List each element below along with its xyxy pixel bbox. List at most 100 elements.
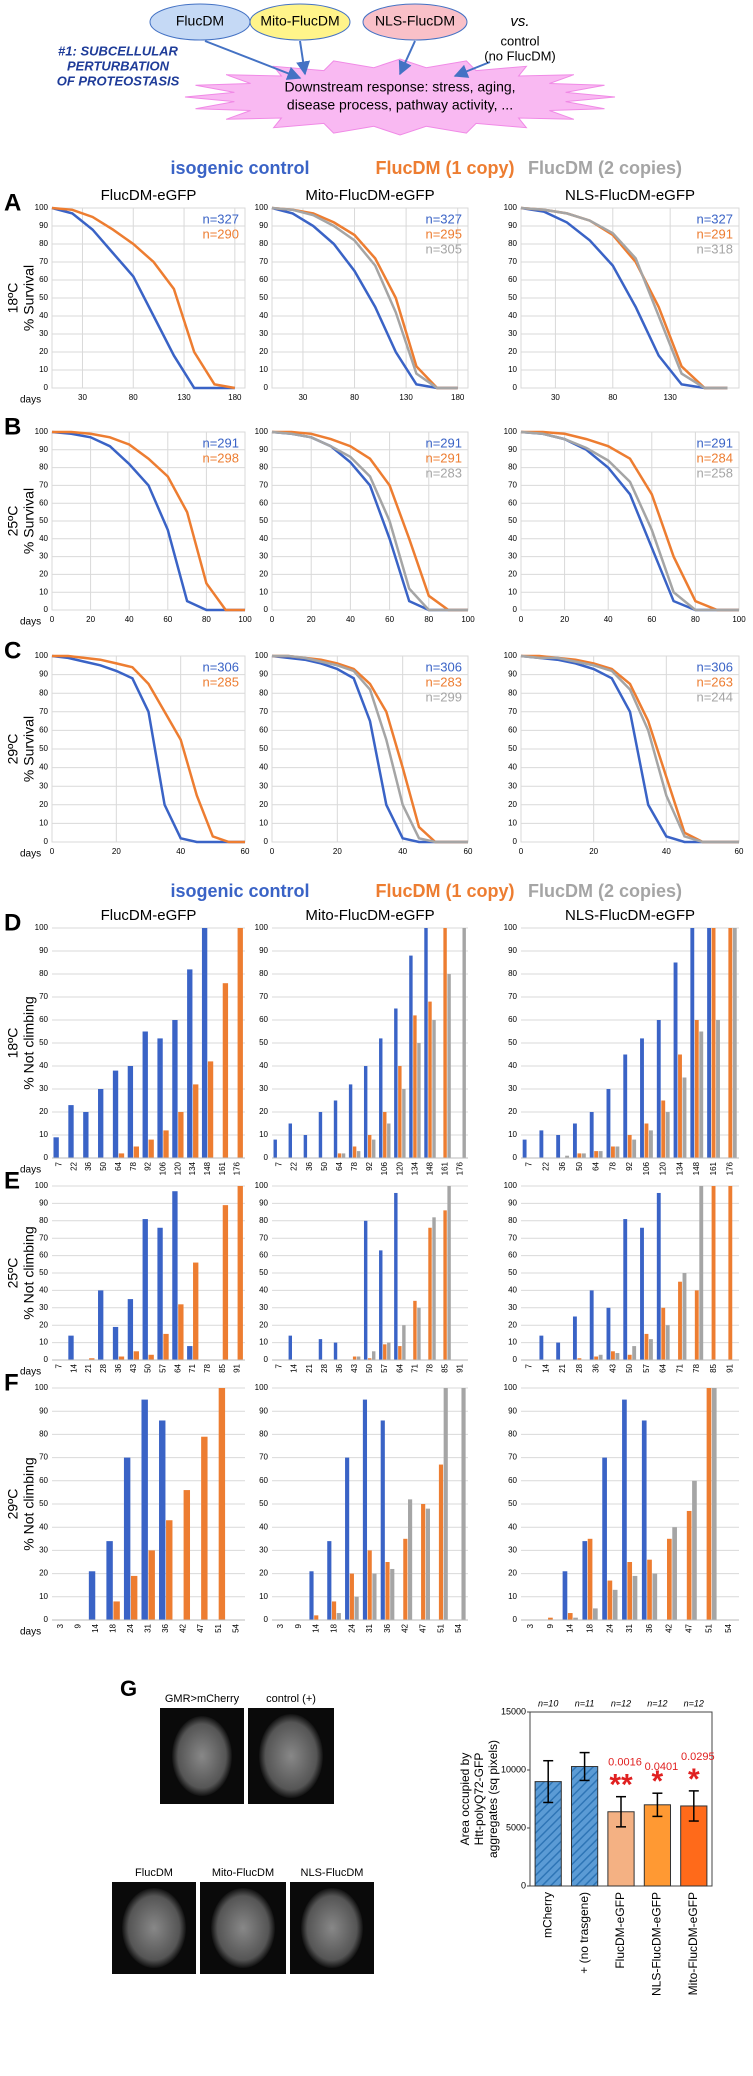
- x-axis-label: days: [20, 849, 41, 860]
- panel-g-images: G GMR>mCherry control (+) FlucDM Mito-Fl…: [112, 1676, 374, 1974]
- x-tick-label: 180: [451, 393, 465, 402]
- x-tick-label: 92: [625, 1161, 634, 1170]
- y-tick-label: 20: [39, 570, 48, 579]
- y-tick-label: 0: [513, 1153, 518, 1162]
- y-tick-label: 80: [259, 1216, 268, 1225]
- y-tick-label: 60: [508, 1476, 517, 1485]
- y-tick-label: 70: [508, 1453, 517, 1462]
- x-tick-label: 0: [50, 615, 55, 624]
- x-tick-label: 60: [163, 615, 172, 624]
- y-tick-label: 30: [39, 329, 48, 338]
- bar: [187, 1346, 193, 1360]
- bar: [665, 1325, 670, 1360]
- x-tick-label: 80: [129, 393, 138, 402]
- y-tick-label: 0: [44, 1153, 49, 1162]
- y-tick-label: 60: [508, 275, 517, 284]
- eye: [211, 1888, 275, 1968]
- x-tick-label: 78: [692, 1363, 701, 1372]
- x-tick-label: 20: [307, 615, 316, 624]
- x-tick-label: 7: [55, 1161, 64, 1166]
- bar: [163, 1333, 169, 1360]
- bar: [413, 1300, 417, 1360]
- panel-label: G: [120, 1676, 137, 1701]
- x-tick-label: 92: [144, 1161, 153, 1170]
- bar: [337, 1153, 342, 1158]
- y-tick-label: 90: [39, 1406, 48, 1415]
- n-label: n=327: [202, 211, 239, 226]
- x-tick-label: mCherry: [540, 1892, 554, 1938]
- ellipse-label: FlucDM: [176, 13, 224, 29]
- x-tick-label: 22: [290, 1161, 299, 1170]
- x-tick-label: 0: [519, 615, 524, 624]
- temperature-label: 29ºC: [5, 734, 21, 765]
- y-tick-label: 40: [259, 534, 268, 543]
- y-tick-label: 40: [508, 763, 517, 772]
- bar: [367, 1358, 372, 1360]
- y-tick-label: 0: [513, 605, 518, 614]
- y-tick-label: 50: [39, 744, 48, 753]
- bar: [632, 1575, 638, 1620]
- y-tick-label: 10: [259, 1592, 268, 1601]
- x-tick-label: 57: [642, 1363, 651, 1372]
- bar: [380, 1420, 385, 1620]
- bar: [656, 1020, 661, 1158]
- x-tick-label: 60: [241, 847, 250, 856]
- y-tick-label: 20: [39, 1569, 48, 1578]
- legend-entry: FlucDM (1 copy): [375, 158, 514, 178]
- x-tick-label: 50: [575, 1161, 584, 1170]
- bar: [707, 928, 712, 1158]
- y-tick-label: 90: [259, 670, 268, 679]
- y-tick-label: 80: [508, 239, 517, 248]
- x-tick-label: 40: [125, 615, 134, 624]
- response-text: disease process, pathway activity, ...: [287, 97, 513, 113]
- y-axis-label: Htt-polyQ72-GFP: [472, 1753, 486, 1846]
- x-tick-label: 85: [218, 1363, 227, 1372]
- bar: [711, 928, 716, 1158]
- y-tick-label: 80: [39, 463, 48, 472]
- bar: [570, 1766, 599, 1887]
- legend-entry: FlucDM (1 copy): [375, 881, 514, 901]
- bar: [632, 1346, 637, 1360]
- bar: [68, 1335, 74, 1360]
- bar: [385, 1562, 390, 1620]
- y-tick-label: 50: [508, 1038, 517, 1047]
- x-tick-label: 40: [662, 847, 671, 856]
- x-tick-label: 20: [560, 615, 569, 624]
- y-tick-label: 10: [39, 819, 48, 828]
- n-label: n=306: [425, 659, 462, 674]
- x-tick-label: 148: [425, 1161, 434, 1175]
- bar: [665, 1112, 670, 1158]
- x-tick-label: 78: [350, 1161, 359, 1170]
- x-tick-label: 130: [177, 393, 191, 402]
- significance-star: *: [652, 1765, 664, 1798]
- y-tick-label: 100: [35, 923, 49, 932]
- x-tick-label: 47: [685, 1623, 694, 1632]
- x-tick-label: 180: [228, 393, 242, 402]
- y-tick-label: 20: [259, 347, 268, 356]
- x-tick-label: 28: [320, 1363, 329, 1372]
- panel-label: E: [4, 1167, 20, 1194]
- image-label: GMR>mCherry: [165, 1693, 240, 1705]
- bar: [193, 1262, 199, 1360]
- survival-curve: [520, 654, 739, 844]
- survival-curve: [51, 654, 245, 844]
- x-tick-label: 40: [604, 615, 613, 624]
- survival-curve: [52, 654, 245, 844]
- y-tick-label: 0: [264, 1615, 269, 1624]
- n-label: n=327: [696, 211, 733, 226]
- x-tick-label: 50: [320, 1161, 329, 1170]
- bar: [632, 1139, 637, 1158]
- x-axis-label: days: [20, 395, 41, 406]
- y-tick-label: 90: [39, 221, 48, 230]
- y-axis-label: % Not climbing: [21, 996, 37, 1089]
- x-tick-label: 91: [233, 1363, 242, 1372]
- x-tick-label: Mito-FlucDM-eGFP: [686, 1892, 700, 1995]
- x-tick-label: 20: [333, 847, 342, 856]
- y-tick-label: 60: [39, 1251, 48, 1260]
- y-tick-label: 40: [508, 311, 517, 320]
- x-tick-label: 14: [541, 1363, 550, 1372]
- legend-entry: isogenic control: [170, 158, 309, 178]
- bar: [352, 1356, 357, 1360]
- x-tick-label: + (no trasgene): [577, 1892, 591, 1974]
